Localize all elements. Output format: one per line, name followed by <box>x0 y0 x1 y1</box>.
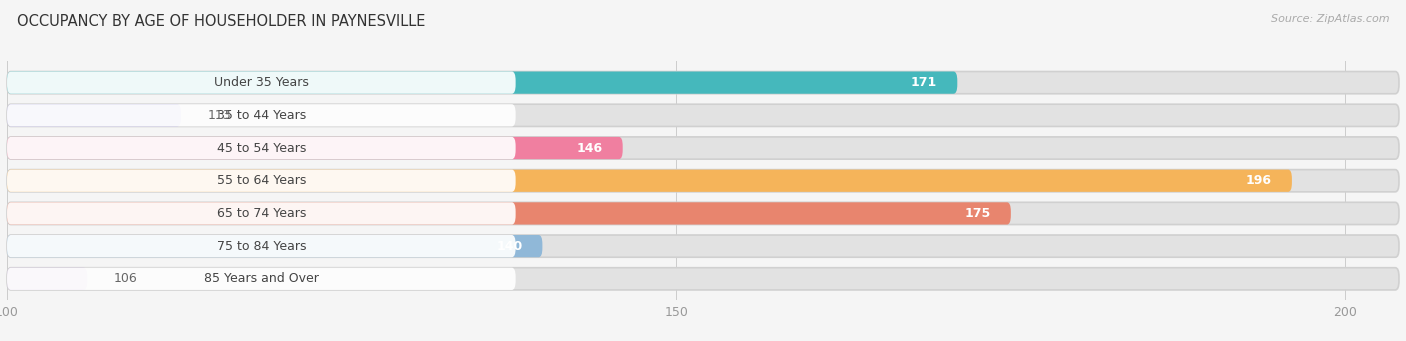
Text: 45 to 54 Years: 45 to 54 Years <box>217 142 307 154</box>
Text: OCCUPANCY BY AGE OF HOUSEHOLDER IN PAYNESVILLE: OCCUPANCY BY AGE OF HOUSEHOLDER IN PAYNE… <box>17 14 425 29</box>
Text: 75 to 84 Years: 75 to 84 Years <box>217 240 307 253</box>
Text: 171: 171 <box>911 76 938 89</box>
FancyBboxPatch shape <box>7 104 181 127</box>
Text: 55 to 64 Years: 55 to 64 Years <box>217 174 307 187</box>
Text: 175: 175 <box>965 207 991 220</box>
FancyBboxPatch shape <box>7 72 516 94</box>
FancyBboxPatch shape <box>7 137 1399 159</box>
FancyBboxPatch shape <box>7 235 516 257</box>
FancyBboxPatch shape <box>7 235 543 257</box>
Text: 140: 140 <box>496 240 522 253</box>
Text: 106: 106 <box>114 272 138 285</box>
FancyBboxPatch shape <box>7 72 957 94</box>
FancyBboxPatch shape <box>7 235 1399 257</box>
Text: Under 35 Years: Under 35 Years <box>214 76 309 89</box>
FancyBboxPatch shape <box>7 104 1399 127</box>
FancyBboxPatch shape <box>7 169 1292 192</box>
FancyBboxPatch shape <box>7 169 516 192</box>
FancyBboxPatch shape <box>7 169 1399 192</box>
FancyBboxPatch shape <box>7 202 516 224</box>
Text: 65 to 74 Years: 65 to 74 Years <box>217 207 307 220</box>
Text: 85 Years and Over: 85 Years and Over <box>204 272 319 285</box>
FancyBboxPatch shape <box>7 137 623 159</box>
FancyBboxPatch shape <box>7 72 1399 94</box>
FancyBboxPatch shape <box>7 268 516 290</box>
Text: Source: ZipAtlas.com: Source: ZipAtlas.com <box>1271 14 1389 24</box>
FancyBboxPatch shape <box>7 268 87 290</box>
FancyBboxPatch shape <box>7 104 516 127</box>
Text: 146: 146 <box>576 142 603 154</box>
FancyBboxPatch shape <box>7 137 516 159</box>
Text: 196: 196 <box>1246 174 1272 187</box>
Text: 113: 113 <box>208 109 232 122</box>
FancyBboxPatch shape <box>7 202 1011 224</box>
Text: 35 to 44 Years: 35 to 44 Years <box>217 109 307 122</box>
FancyBboxPatch shape <box>7 268 1399 290</box>
FancyBboxPatch shape <box>7 202 1399 224</box>
